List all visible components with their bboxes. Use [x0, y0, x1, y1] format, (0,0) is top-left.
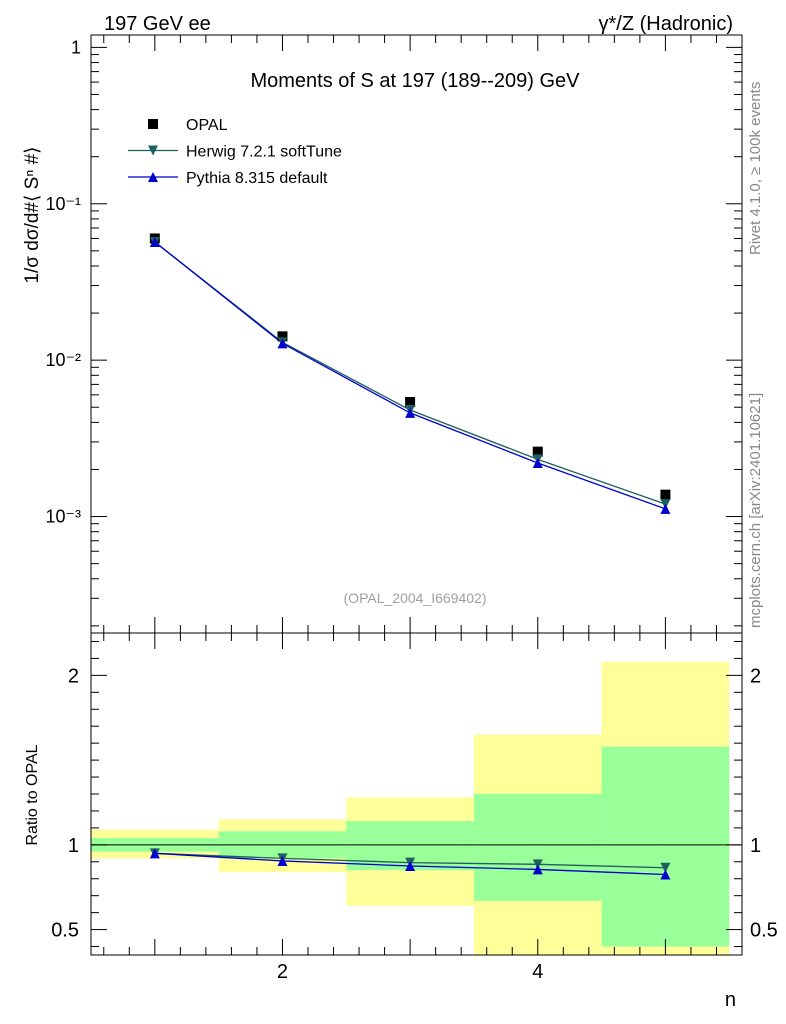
watermark: (OPAL_2004_I669402) [344, 590, 487, 606]
data-point-s2-2 [405, 407, 416, 418]
data-point-s2-1 [277, 338, 288, 349]
y-tick-label: 10⁻² [45, 350, 81, 370]
data-point-s2-3 [532, 457, 543, 468]
data-point-s2-0 [149, 236, 160, 247]
ratio-point-s1-3 [532, 864, 543, 875]
main-panel: 1 10⁻¹ 10⁻² 10⁻³ Moments of S at 197 (189--… [22, 34, 743, 634]
legend-marker [148, 172, 158, 182]
legend-marker [148, 145, 158, 156]
legend-label: Herwig 7.2.1 softTune [186, 144, 342, 161]
header-left: 197 GeV ee [104, 13, 211, 35]
band-inner-4 [601, 746, 730, 947]
x-tick-label: 2 [277, 961, 288, 983]
data-point-s0-4 [660, 489, 671, 500]
legend-label: OPAL [186, 117, 228, 134]
ratio-y-tick-label: 0.5 [51, 920, 79, 942]
data-point-s2-4 [660, 503, 671, 514]
series-line-2 [154, 241, 666, 510]
data-point-s0-2 [405, 397, 416, 408]
ratio-point-s0-4 [660, 862, 671, 873]
ratio-point-s1-4 [660, 869, 671, 880]
y-tick-label: 10⁻¹ [45, 194, 81, 214]
ratio-point-s1-1 [277, 855, 288, 866]
ratio-y-tick-label: 1 [68, 835, 79, 857]
data-point-s0-1 [277, 331, 288, 342]
rivet-label: Rivet 4.1.0, ≥ 100k events [747, 82, 764, 255]
main-title: Moments of S at 197 (189--209) GeV [250, 70, 580, 92]
x-tick-label: 4 [532, 961, 543, 983]
legend-marker [148, 119, 158, 129]
y-tick-label: 1 [71, 37, 81, 57]
data-point-s0-3 [532, 446, 543, 457]
legend-label: Pythia 8.315 default [186, 170, 328, 187]
ratio-point-s0-3 [532, 859, 543, 870]
ratio-point-s1-0 [149, 848, 160, 859]
legend: OPAL Herwig 7.2.1 softTune Pythia 8.315 de… [128, 117, 342, 187]
ratio-y-tick-label-right: 0.5 [750, 920, 778, 942]
y-tick-label: 10⁻³ [45, 507, 81, 527]
band-inner-3 [473, 794, 602, 901]
x-axis-label: n [725, 989, 736, 1011]
main-ylabel: 1/σ dσ/d#⟨ Sⁿ #⟩ [22, 146, 43, 283]
ratio-y-tick-label-right: 1 [750, 835, 761, 857]
ratio-panel: 0.5 0.5 1 1 2 2 2 4 Ratio to OPAL n [24, 632, 778, 1011]
ratio-y-tick-label: 2 [68, 665, 79, 687]
ratio-y-tick-label-right: 2 [750, 665, 761, 687]
mcplots-label: mcplots.cern.ch [arXiv:2401.10621] [747, 393, 764, 628]
ratio-point-s1-2 [405, 861, 416, 872]
ratio-ylabel: Ratio to OPAL [24, 744, 41, 845]
header-right: γ*/Z (Hadronic) [599, 13, 733, 35]
series-line-1 [154, 241, 666, 505]
